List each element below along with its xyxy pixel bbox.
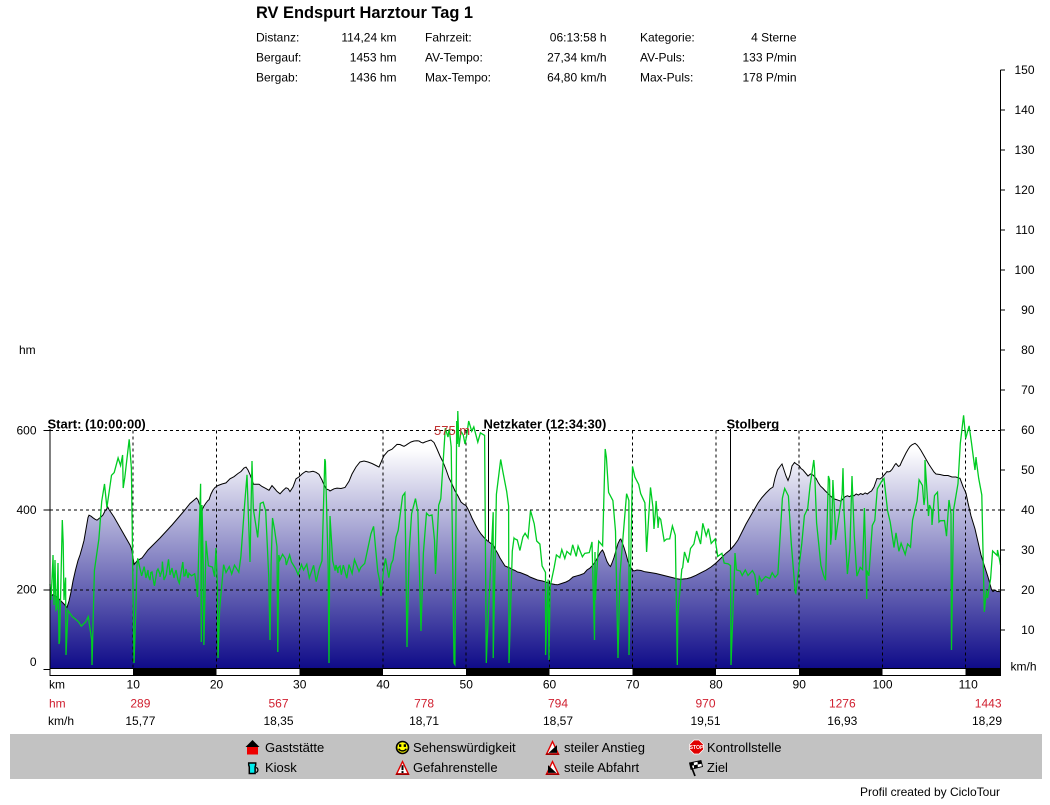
svg-text:Distanz:: Distanz: bbox=[256, 31, 299, 45]
svg-text:90: 90 bbox=[1021, 303, 1035, 317]
svg-text:178 P/min: 178 P/min bbox=[742, 71, 796, 85]
svg-text:STOP: STOP bbox=[689, 745, 704, 751]
svg-text:0: 0 bbox=[30, 655, 37, 669]
svg-text:400: 400 bbox=[16, 503, 36, 517]
svg-text:Kategorie:: Kategorie: bbox=[640, 31, 695, 45]
svg-text:Ziel: Ziel bbox=[707, 760, 728, 775]
svg-text:steiler Anstieg: steiler Anstieg bbox=[564, 740, 645, 755]
svg-text:AV-Puls:: AV-Puls: bbox=[640, 51, 685, 65]
svg-text:794: 794 bbox=[548, 697, 568, 711]
svg-text:150: 150 bbox=[1014, 63, 1034, 77]
svg-text:10: 10 bbox=[127, 678, 141, 692]
svg-text:Bergauf:: Bergauf: bbox=[256, 51, 301, 65]
svg-text:Profil created by CicloTour: Profil created by CicloTour bbox=[860, 785, 1000, 799]
svg-text:Gefahrenstelle: Gefahrenstelle bbox=[413, 760, 498, 775]
svg-text:30: 30 bbox=[1021, 543, 1035, 557]
svg-text:AV-Tempo:: AV-Tempo: bbox=[425, 51, 483, 65]
svg-text:40: 40 bbox=[1021, 503, 1035, 517]
svg-text:Kontrollstelle: Kontrollstelle bbox=[707, 740, 781, 755]
svg-text:hm: hm bbox=[49, 697, 66, 711]
svg-text:133 P/min: 133 P/min bbox=[742, 51, 796, 65]
svg-text:200: 200 bbox=[16, 583, 36, 597]
svg-text:80: 80 bbox=[709, 678, 723, 692]
svg-text:Sehenswürdigkeit: Sehenswürdigkeit bbox=[413, 740, 516, 755]
svg-text:km/h: km/h bbox=[1010, 660, 1036, 674]
svg-text:100: 100 bbox=[1014, 263, 1034, 277]
svg-text:110: 110 bbox=[959, 678, 978, 692]
svg-text:20: 20 bbox=[210, 678, 224, 692]
svg-text:100: 100 bbox=[872, 678, 892, 692]
svg-text:RV Endspurt Harztour Tag 1: RV Endspurt Harztour Tag 1 bbox=[256, 4, 473, 22]
svg-text:hm: hm bbox=[19, 343, 36, 357]
svg-text:19,51: 19,51 bbox=[690, 714, 720, 728]
svg-text:18,57: 18,57 bbox=[543, 714, 573, 728]
svg-text:130: 130 bbox=[1014, 143, 1034, 157]
svg-text:50: 50 bbox=[460, 678, 474, 692]
svg-text:Fahrzeit:: Fahrzeit: bbox=[425, 31, 472, 45]
svg-text:575 m: 575 m bbox=[434, 423, 470, 438]
svg-text:1276: 1276 bbox=[829, 697, 856, 711]
svg-text:km/h: km/h bbox=[48, 714, 74, 728]
svg-text:Gaststätte: Gaststätte bbox=[265, 740, 324, 755]
svg-text:70: 70 bbox=[1021, 383, 1035, 397]
svg-text:Kiosk: Kiosk bbox=[265, 760, 297, 775]
svg-text:600: 600 bbox=[16, 424, 36, 438]
svg-text:20: 20 bbox=[1021, 583, 1035, 597]
svg-text:18,71: 18,71 bbox=[409, 714, 439, 728]
svg-text:km: km bbox=[49, 678, 65, 692]
svg-text:Bergab:: Bergab: bbox=[256, 71, 298, 85]
svg-text:50: 50 bbox=[1021, 463, 1035, 477]
svg-text:Max-Puls:: Max-Puls: bbox=[640, 71, 693, 85]
svg-text:90: 90 bbox=[793, 678, 807, 692]
svg-text:110: 110 bbox=[1015, 223, 1034, 237]
svg-text:289: 289 bbox=[130, 697, 150, 711]
svg-text:06:13:58 h: 06:13:58 h bbox=[550, 31, 607, 45]
svg-text:18,29: 18,29 bbox=[972, 714, 1002, 728]
svg-text:40: 40 bbox=[376, 678, 390, 692]
svg-text:70: 70 bbox=[626, 678, 640, 692]
svg-text:567: 567 bbox=[268, 697, 288, 711]
svg-text:60: 60 bbox=[543, 678, 557, 692]
svg-text:Max-Tempo:: Max-Tempo: bbox=[425, 71, 491, 85]
svg-text:4 Sterne: 4 Sterne bbox=[751, 31, 797, 45]
svg-text:1443: 1443 bbox=[975, 697, 1002, 711]
svg-text:Start: (10:00:00): Start: (10:00:00) bbox=[48, 417, 146, 432]
svg-text:18,35: 18,35 bbox=[263, 714, 293, 728]
svg-text:10: 10 bbox=[1021, 623, 1035, 637]
svg-text:steile Abfahrt: steile Abfahrt bbox=[564, 760, 640, 775]
svg-text:27,34 km/h: 27,34 km/h bbox=[547, 51, 606, 65]
svg-text:60: 60 bbox=[1021, 423, 1035, 437]
svg-text:15,77: 15,77 bbox=[125, 714, 155, 728]
svg-text:140: 140 bbox=[1014, 103, 1034, 117]
svg-text:64,80 km/h: 64,80 km/h bbox=[547, 71, 606, 85]
svg-text:120: 120 bbox=[1014, 183, 1034, 197]
svg-text:970: 970 bbox=[695, 697, 715, 711]
svg-text:1436 hm: 1436 hm bbox=[350, 71, 397, 85]
svg-text:16,93: 16,93 bbox=[827, 714, 857, 728]
svg-text:778: 778 bbox=[414, 697, 434, 711]
svg-text:Netzkater (12:34:30): Netzkater (12:34:30) bbox=[484, 417, 607, 432]
svg-text:114,24 km: 114,24 km bbox=[341, 31, 396, 45]
svg-text:30: 30 bbox=[293, 678, 307, 692]
svg-text:80: 80 bbox=[1021, 343, 1035, 357]
svg-text:1453 hm: 1453 hm bbox=[350, 51, 397, 65]
svg-text:Stolberg: Stolberg bbox=[727, 417, 780, 432]
